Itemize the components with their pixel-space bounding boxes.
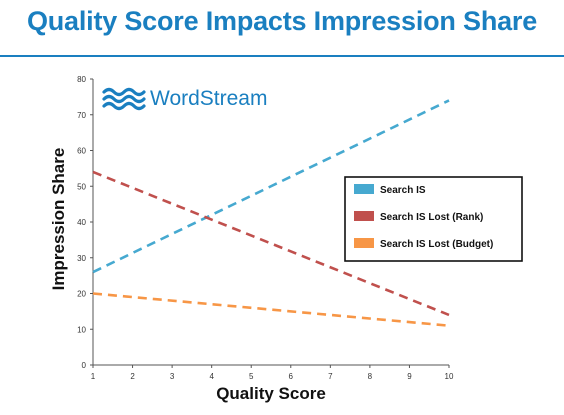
series-line-2 bbox=[92, 170, 450, 317]
legend-label: Search IS bbox=[380, 185, 426, 196]
legend-swatch bbox=[354, 238, 374, 248]
x-tick-label: 3 bbox=[170, 372, 175, 381]
y-tick-label: 50 bbox=[77, 182, 86, 191]
y-tick-label: 40 bbox=[77, 218, 86, 227]
x-tick-label: 8 bbox=[368, 372, 373, 381]
x-tick-label: 6 bbox=[289, 372, 294, 381]
legend-box bbox=[344, 176, 523, 262]
legend: Search IS Search IS Lost (Rank) Search IS … bbox=[344, 176, 523, 262]
x-axis-title: Quality Score bbox=[216, 384, 326, 403]
y-axis-title: Impression Share bbox=[49, 148, 68, 291]
x-tick-label: 1 bbox=[91, 372, 96, 381]
x-tick-label: 2 bbox=[130, 372, 135, 381]
x-tick-label: 7 bbox=[328, 372, 333, 381]
x-tick-label: 5 bbox=[249, 372, 254, 381]
y-axis-ticks: 0 10 20 30 40 50 60 70 80 bbox=[77, 75, 93, 370]
series-line-1 bbox=[92, 99, 450, 274]
legend-swatch bbox=[354, 211, 374, 221]
legend-swatch bbox=[354, 184, 374, 194]
wordstream-wordmark: WordStream bbox=[150, 87, 267, 110]
x-tick-label: 10 bbox=[445, 372, 454, 381]
x-axis-ticks: 1 2 3 4 5 6 7 8 9 10 bbox=[91, 365, 454, 381]
y-tick-label: 60 bbox=[77, 147, 86, 156]
y-tick-label: 70 bbox=[77, 111, 86, 120]
series-line-3 bbox=[92, 292, 450, 327]
wordstream-logo: WordStream bbox=[102, 87, 267, 111]
page-title: Quality Score Impacts Impression Share bbox=[26, 6, 538, 36]
y-tick-label: 0 bbox=[82, 361, 87, 370]
title-divider bbox=[0, 55, 564, 57]
wordstream-waves-logo-icon bbox=[102, 87, 146, 111]
y-tick-label: 20 bbox=[77, 290, 86, 299]
x-tick-label: 4 bbox=[209, 372, 214, 381]
x-tick-label: 9 bbox=[407, 372, 412, 381]
y-tick-label: 10 bbox=[77, 325, 86, 334]
y-tick-label: 80 bbox=[77, 75, 86, 84]
series-lines bbox=[92, 99, 450, 327]
legend-label: Search IS Lost (Budget) bbox=[380, 239, 493, 250]
y-tick-label: 30 bbox=[77, 254, 86, 263]
legend-label: Search IS Lost (Rank) bbox=[380, 212, 483, 223]
